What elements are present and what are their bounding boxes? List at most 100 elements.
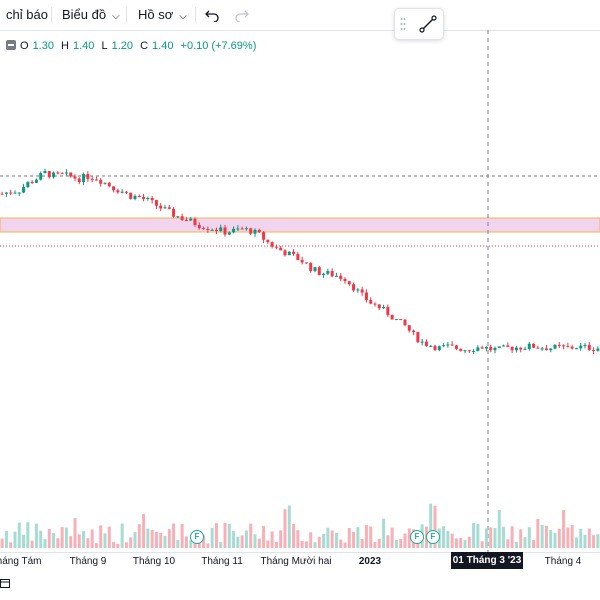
- candle-body: [274, 246, 278, 248]
- candle-body: [266, 239, 270, 243]
- candle-body: [150, 197, 154, 201]
- candle-body: [249, 228, 253, 234]
- volume-bar: [214, 523, 218, 548]
- volume-bar: [377, 538, 381, 548]
- volume-bar: [90, 529, 94, 548]
- candlestick-chart[interactable]: [0, 0, 600, 552]
- volume-bar: [489, 527, 493, 548]
- candle-body: [304, 262, 308, 264]
- candle-body: [407, 325, 411, 331]
- candle-body: [227, 232, 231, 235]
- dividend-badge[interactable]: F: [426, 530, 440, 544]
- drag-handle-icon[interactable]: [400, 17, 406, 31]
- candle-body: [124, 191, 128, 193]
- candle-body: [566, 346, 570, 348]
- high-value: 1.40: [73, 40, 95, 52]
- volume-bar: [523, 537, 527, 548]
- candle-body: [270, 242, 274, 247]
- volume-bar: [232, 531, 236, 548]
- volume-bar: [480, 541, 484, 548]
- volume-bar: [274, 541, 278, 548]
- candle-body: [300, 260, 304, 263]
- volume-bar: [587, 528, 591, 548]
- dividend-badge[interactable]: F: [410, 530, 424, 544]
- candle-body: [369, 300, 373, 304]
- volume-bar: [300, 540, 304, 548]
- candle-body: [13, 192, 17, 194]
- candle-body: [587, 344, 591, 350]
- candle-body: [56, 172, 60, 174]
- collapse-icon[interactable]: [6, 40, 16, 50]
- candle-body: [394, 319, 398, 321]
- volume-bar: [442, 526, 446, 548]
- candle-body: [519, 347, 523, 350]
- profile-menu-button[interactable]: Hồ sơ ⌵: [138, 0, 187, 30]
- volume-bar: [574, 537, 578, 548]
- candle-body: [253, 229, 257, 234]
- volume-bar: [292, 523, 296, 548]
- volume-bar: [343, 542, 347, 548]
- candle-body: [107, 182, 111, 187]
- volume-bar: [309, 532, 313, 548]
- candle-body: [223, 227, 227, 235]
- volume-bar: [467, 536, 471, 548]
- volume-bar: [313, 542, 317, 548]
- candle-body: [137, 195, 141, 198]
- close-value: 1.40: [152, 40, 174, 52]
- candle-body: [236, 228, 240, 230]
- candle-body: [262, 232, 266, 240]
- volume-bar: [9, 542, 13, 548]
- volume-bar: [172, 523, 176, 548]
- candle-body: [557, 344, 561, 346]
- trend-line-icon[interactable]: [419, 15, 437, 33]
- volume-bar: [52, 533, 56, 548]
- candle-body: [112, 186, 116, 191]
- dividend-badge[interactable]: F: [190, 530, 204, 544]
- candle-body: [412, 330, 416, 333]
- high-label: H: [61, 40, 69, 52]
- time-axis-label: Tháng 9: [69, 556, 107, 567]
- candle-body: [219, 227, 223, 231]
- candle-body: [377, 304, 381, 309]
- indicators-button[interactable]: chỉ báo: [6, 0, 48, 30]
- volume-bar: [77, 534, 81, 548]
- candle-body: [343, 278, 347, 282]
- volume-bar: [360, 538, 364, 548]
- candle-body: [214, 229, 218, 231]
- volume-bar: [26, 522, 30, 548]
- candle-body: [553, 344, 557, 349]
- candle-body: [510, 346, 514, 351]
- candle-body: [330, 271, 334, 277]
- candle-body: [43, 171, 47, 174]
- volume-bar: [99, 525, 103, 548]
- volume-bar: [514, 541, 518, 548]
- volume-bar: [386, 535, 390, 548]
- candle-body: [360, 289, 364, 293]
- volume-bar: [60, 527, 64, 548]
- candle-body: [30, 182, 34, 184]
- volume-bar: [0, 538, 4, 548]
- chevron-down-icon: ⌵: [179, 11, 187, 22]
- resistance-zone[interactable]: [0, 217, 600, 233]
- chart-menu-button[interactable]: Biểu đồ ⌵: [62, 0, 120, 30]
- time-axis[interactable]: [0, 552, 600, 571]
- volume-bar: [120, 523, 124, 548]
- volume-bar: [159, 532, 163, 548]
- volume-bar: [262, 526, 266, 548]
- candle-body: [450, 344, 454, 346]
- volume-bar: [510, 526, 514, 548]
- volume-bar: [562, 509, 566, 548]
- volume-bar: [56, 538, 60, 548]
- candle-body: [549, 348, 553, 351]
- volume-bar: [180, 524, 184, 548]
- undo-icon[interactable]: [205, 8, 219, 22]
- candle-body: [536, 347, 540, 349]
- candle-body: [544, 348, 548, 351]
- calendar-icon[interactable]: [0, 578, 10, 588]
- candle-body: [133, 195, 137, 199]
- candle-body: [527, 343, 531, 349]
- volume-bar: [472, 523, 476, 548]
- candle-body: [116, 190, 120, 193]
- candle-body: [352, 284, 356, 291]
- redo-icon[interactable]: [235, 8, 249, 22]
